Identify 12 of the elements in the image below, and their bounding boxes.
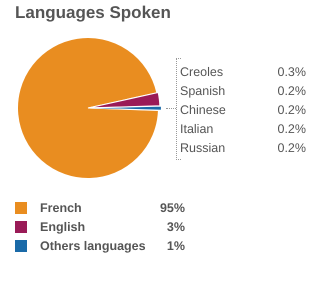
text: Russian 0.2% [180,141,306,155]
data-label: 1% [166,238,185,252]
legend-label: French [40,200,83,214]
text: Chinese 0.2% [180,103,306,117]
legend-label: English [40,220,86,234]
legend-label: Others languages [40,238,147,252]
data-label: 95% [160,200,185,214]
text: Italian 0.2% [180,122,306,136]
chart-title: Languages Spoken [15,3,171,23]
text: Spanish 0.2% [180,84,306,98]
data-label: 3% [166,220,185,234]
text: Creoles 0.3% [180,65,306,79]
